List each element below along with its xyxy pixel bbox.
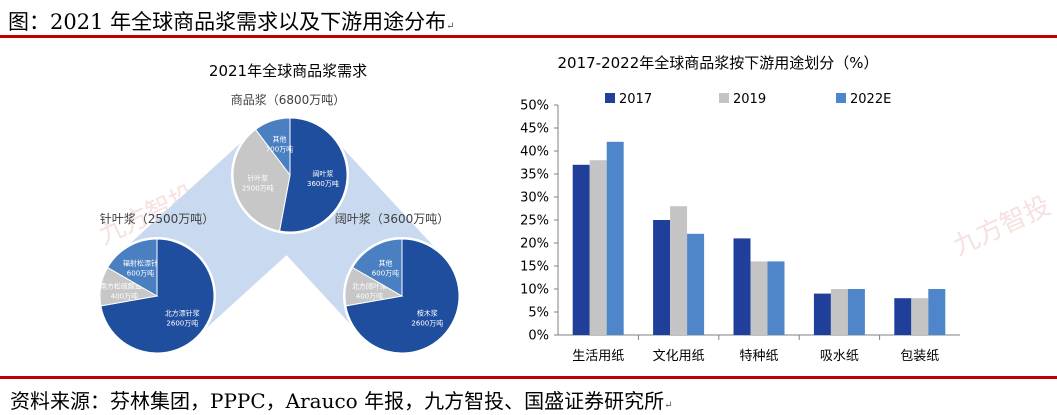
legend-swatch-1	[719, 93, 729, 103]
y-tick-label-4: 20%	[520, 237, 549, 252]
legend-label-2: 2022E	[850, 92, 891, 107]
x-tick-label-2: 特种纸	[739, 349, 778, 364]
pie-2-slice-0-value: 2600万吨	[411, 318, 443, 327]
pie-layer: 阔叶浆3600万吨针叶浆2500万吨其他700万吨商品浆（6800万吨）北方漂针…	[98, 92, 461, 355]
x-tick-label-3: 吸水纸	[820, 349, 859, 364]
pie-2-slice-2-name: 其他	[378, 258, 392, 267]
bar-2017-3	[813, 293, 831, 335]
pie-2-slice-1-value: 400万吨	[356, 291, 383, 300]
figure-title-bar: 图：2021 年全球商品浆需求以及下游用途分布↵	[0, 0, 1057, 38]
legend-swatch-2	[836, 93, 846, 103]
y-tick-label-7: 35%	[520, 168, 549, 183]
bar-2019-1	[670, 206, 688, 335]
y-tick-label-10: 50%	[520, 99, 549, 114]
legend-label-1: 2019	[733, 92, 766, 107]
pie-0-slice-2-name: 其他	[272, 135, 286, 144]
bar-chart-title: 2017-2022年全球商品浆按下游用途划分（%）	[557, 54, 878, 72]
x-tick-label-1: 文化用纸	[653, 349, 705, 364]
y-tick-label-8: 40%	[520, 145, 549, 160]
bar-2022E-1	[687, 233, 705, 335]
pie-chart-title: 2021年全球商品浆需求	[209, 62, 367, 80]
bar-2017-1	[653, 220, 671, 335]
pie-0-slice-1-name: 针叶浆	[247, 174, 268, 183]
y-tick-label-5: 25%	[520, 214, 549, 229]
pie-2-slice-2	[351, 238, 403, 297]
legend-label-0: 2017	[619, 92, 652, 107]
x-tick-label-0: 生活用纸	[572, 349, 624, 364]
bar-layer: 0% 5% 10% 15% 20% 25% 30% 35% 40% 45% 50% 生活用纸 文化用纸 特…	[520, 92, 960, 364]
pie-0-slice-1	[232, 128, 291, 232]
source-bar: 资料来源：芬林集团，PPPC，Arauco 年报，九方智投、国盛证券研究所↵	[0, 376, 1057, 415]
bar-2019-2	[750, 261, 768, 335]
pie-1-slice-1-value: 400万吨	[111, 291, 138, 300]
pie-1-slice-1-name: 南方松硫酸盐浆	[100, 281, 149, 290]
pie-0-slice-0-name: 阔叶浆	[312, 169, 333, 178]
pie-0-label: 商品浆（6800万吨）	[231, 92, 346, 107]
chart-canvas: 九方智投 九方智投 2021年全球商品浆需求 阔叶浆3600万吨针叶浆2500万…	[94, 54, 1055, 364]
pie-0-slice-0	[278, 117, 348, 233]
return-mark: ↵	[664, 400, 673, 411]
pie-1-slice-2-name: 辐射松漂针	[123, 258, 158, 267]
pie-2-slice-0-name: 桉木浆	[417, 308, 438, 317]
y-tick-label-0: 0%	[528, 329, 549, 344]
pie-2-slice-2-value: 600万吨	[372, 268, 399, 277]
pie-1-slice-2-value: 600万吨	[127, 268, 154, 277]
pie-1-slice-0-name: 北方漂针浆	[165, 308, 200, 317]
pie-2-label: 阔叶浆（3600万吨）	[335, 211, 450, 226]
bar-2017-4	[894, 298, 912, 335]
legend-swatch-0	[605, 93, 615, 103]
x-tick-label-4: 包装纸	[900, 349, 939, 364]
bar-2022E-0	[606, 141, 624, 335]
source-note: 资料来源：芬林集团，PPPC，Arauco 年报，九方智投、国盛证券研究所↵	[10, 389, 673, 413]
return-mark: ↵	[446, 21, 455, 32]
bar-2019-4	[911, 298, 929, 335]
bar-2017-0	[572, 164, 590, 335]
y-tick-label-2: 10%	[520, 283, 549, 298]
pie-0-slice-2	[254, 117, 291, 177]
bar-2022E-3	[847, 289, 865, 335]
pie-2-slice-1-name: 北方阔叶浆	[352, 281, 387, 290]
pie-0-slice-1-value: 2500万吨	[242, 184, 274, 193]
y-tick-label-3: 15%	[520, 260, 549, 275]
bar-2017-2	[733, 238, 751, 335]
watermark-right: 九方智投	[948, 191, 1055, 262]
bar-2022E-2	[767, 261, 785, 335]
y-tick-label-6: 30%	[520, 191, 549, 206]
y-tick-label-9: 45%	[520, 122, 549, 137]
bar-2022E-4	[928, 289, 946, 335]
pie-0-slice-2-value: 700万吨	[266, 145, 293, 154]
figure-title: 图：2021 年全球商品浆需求以及下游用途分布↵	[8, 10, 455, 34]
pie-1-label: 针叶浆（2500万吨）	[100, 211, 215, 226]
bar-2019-3	[830, 289, 848, 335]
pie-1-slice-2	[106, 238, 158, 297]
y-tick-label-1: 5%	[528, 306, 549, 321]
bar-2019-0	[589, 160, 607, 335]
pie-0-slice-0-value: 3600万吨	[307, 179, 339, 188]
pie-1-slice-0-value: 2600万吨	[166, 318, 198, 327]
